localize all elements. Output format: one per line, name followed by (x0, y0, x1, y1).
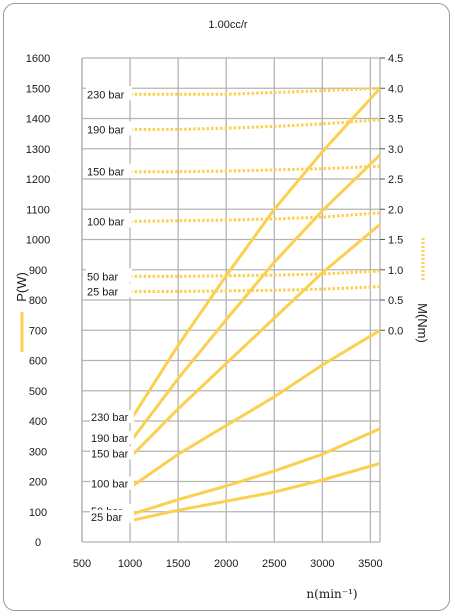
x-tick-label: 1000 (118, 558, 142, 570)
power-curve (129, 223, 381, 459)
chart-title: 1.00cc/r (208, 19, 247, 31)
power-curve (129, 427, 381, 517)
y-left-tick-label: 600 (29, 356, 47, 368)
torque-curve-label: 190 bar (87, 124, 125, 136)
y-left-tick-label: 1100 (26, 204, 50, 216)
power-curve-label: 230 bar (91, 412, 129, 424)
y-right-tick-label: 4.5 (388, 53, 403, 65)
x-tick-label: 2500 (262, 558, 286, 570)
torque-curve (130, 211, 381, 223)
torque-curve (130, 269, 381, 278)
x-axis-ticks: 500 1000 1500 2000 2500 3000 3500 (73, 558, 383, 570)
x-tick-label: 3500 (358, 558, 382, 570)
y-left-tick-label: 400 (29, 416, 47, 428)
label-backdrop (90, 509, 134, 523)
power-curve-label: 150 bar (91, 448, 129, 460)
power-curve (129, 329, 381, 489)
x-tick-label: 500 (73, 558, 91, 570)
power-curve (129, 461, 381, 523)
label-backdrop (86, 213, 132, 228)
label-backdrop (90, 476, 134, 490)
y-right-tick-label: 2.5 (388, 174, 403, 186)
torque-curve (130, 164, 381, 174)
power-curve (128, 87, 382, 422)
y-right-tick-label: 2.0 (388, 204, 403, 216)
torque-curve-label: 230 bar (87, 89, 125, 101)
y-left-tick-label: 1000 (26, 235, 50, 247)
label-backdrop (86, 121, 132, 136)
y-left-tick-label: 0 (35, 537, 41, 549)
power-curves (128, 87, 382, 523)
y-right-tick-label: 1.5 (388, 235, 403, 247)
x-axis-title: n(min⁻¹) (306, 587, 357, 601)
torque-curve-label: 25 bar (87, 287, 119, 299)
y-left-tick-label: 1600 (26, 53, 50, 65)
y-right-tick-label: 0.5 (388, 295, 403, 307)
y-right-tick-label: 1.0 (388, 265, 403, 277)
label-backdrop (90, 431, 134, 445)
y-left-tick-label: 500 (29, 386, 47, 398)
left-axis-ticks: 0 100 200 300 400 500 600 700 800 900 1000 1100 1200… (26, 53, 50, 549)
power-curve-label: 100 bar (91, 479, 129, 491)
power-curve-label: 190 bar (91, 433, 129, 445)
y-left-tick-label: 900 (29, 265, 47, 277)
torque-curve-label: 100 bar (87, 216, 125, 228)
curve-labels: 230 bar 190 bar 150 bar 100 bar 50 bar 25 bar… (86, 86, 134, 524)
torque-curve (130, 86, 381, 96)
y-left-tick-label: 100 (29, 507, 47, 519)
power-curve-label: 25 bar (91, 512, 123, 524)
right-axis-ticks: 0.0 0.5 1.0 1.5 2.0 2.5 3.0 3.5 4.0 4.5 (380, 53, 403, 337)
label-backdrop (90, 446, 134, 460)
y-right-tick-label: 3.5 (388, 114, 403, 126)
x-tick-label: 2000 (214, 558, 238, 570)
y-left-tick-label: 1200 (26, 174, 50, 186)
y-left-tick-label: 1500 (26, 83, 50, 95)
y-right-tick-label: 3.0 (388, 144, 403, 156)
label-backdrop (86, 163, 132, 178)
y-left-tick-label: 300 (29, 446, 47, 458)
y-left-tick-label: 700 (29, 325, 47, 337)
y-left-tick-label: 1300 (26, 144, 50, 156)
label-backdrop (86, 268, 132, 283)
x-tick-label: 3000 (310, 558, 334, 570)
torque-curve-label: 50 bar (87, 271, 119, 283)
y-left-tick-label: 1400 (26, 114, 50, 126)
y-left-title: P(W) (14, 272, 29, 302)
y-right-tick-label: 0.0 (388, 325, 403, 337)
y-left-tick-label: 200 (29, 477, 47, 489)
torque-curve-label: 150 bar (87, 167, 125, 179)
y-left-tick-label: 800 (29, 295, 47, 307)
x-tick-label: 1500 (166, 558, 190, 570)
label-backdrop (86, 86, 132, 101)
label-backdrop (86, 283, 132, 298)
label-backdrop (90, 410, 134, 423)
y-right-title: M(Nm) (415, 303, 430, 343)
power-curve (128, 153, 382, 444)
y-right-tick-label: 4.0 (388, 83, 403, 95)
